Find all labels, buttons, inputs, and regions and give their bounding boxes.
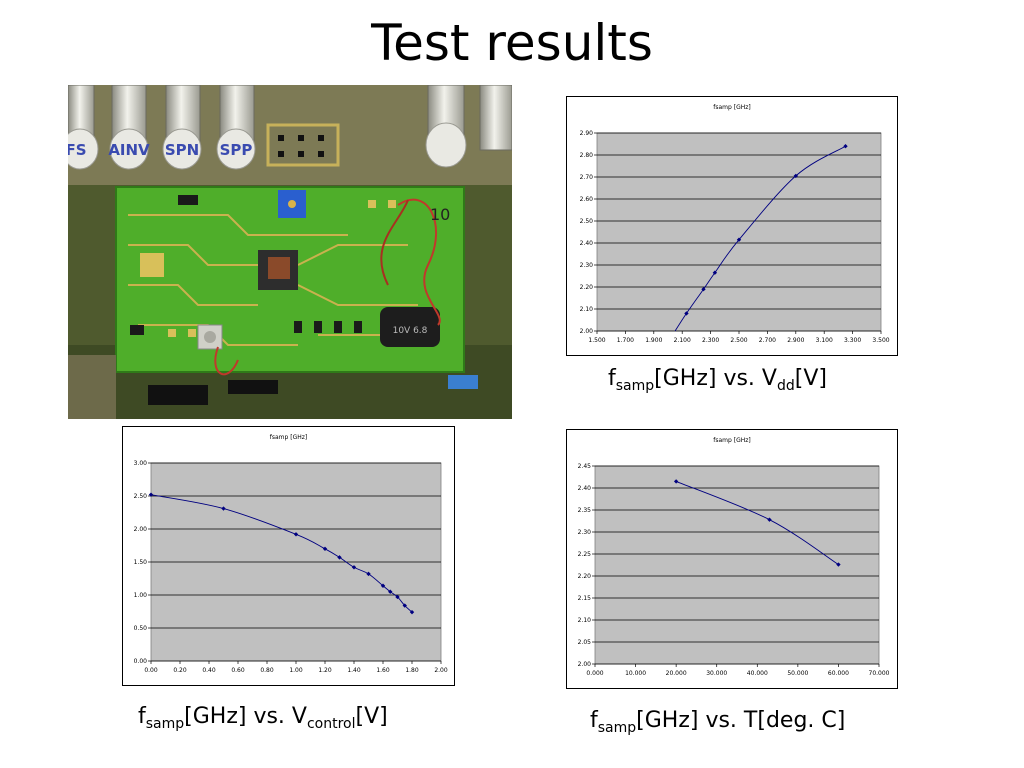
svg-text:10V 6.8: 10V 6.8 xyxy=(393,326,428,336)
photo-label-spn: SPN xyxy=(165,141,199,159)
chart-vcontrol-svg: fsamp [GHz] 0.00 0.50 1.00 1.50 2.00 2.50 3.00 0… xyxy=(134,434,448,674)
photo-label-fs: FS xyxy=(68,141,87,159)
y-tick-label: 2.30 xyxy=(580,262,594,269)
x-tick-label: 0.80 xyxy=(260,667,274,674)
y-tick-label: 2.40 xyxy=(580,240,594,247)
x-tick-label: 30.000 xyxy=(706,670,727,677)
x-tick-label: 2.500 xyxy=(730,337,747,344)
y-tick-label: 2.05 xyxy=(578,639,592,646)
caption-temperature: fsamp[GHz] vs. T[deg. C] xyxy=(590,708,846,736)
data-point xyxy=(148,492,154,497)
x-tick-label: 0.60 xyxy=(231,667,245,674)
y-tick-label: 3.00 xyxy=(134,460,148,467)
data-point xyxy=(337,555,342,560)
x-tick-label: 2.300 xyxy=(702,337,719,344)
data-point xyxy=(673,479,679,484)
x-tick-label: 3.300 xyxy=(844,337,861,344)
x-tick-label: 0.40 xyxy=(202,667,216,674)
x-tick-label: 0.00 xyxy=(144,667,158,674)
data-point xyxy=(836,562,841,567)
x-tick-label: 2.00 xyxy=(434,667,448,674)
chart-vdd-svg: fsamp [GHz] 2.00 2.10 2.20 2.30 2.40 2.50 2.60 2… xyxy=(580,104,890,344)
x-tick-label: 1.60 xyxy=(376,667,390,674)
data-point xyxy=(701,287,706,292)
x-tick-label: 10.000 xyxy=(625,670,646,677)
x-tick-label: 0.20 xyxy=(173,667,187,674)
data-point xyxy=(380,583,386,588)
y-tick-label: 2.50 xyxy=(580,218,594,225)
plot-area xyxy=(596,132,882,332)
chart-title: fsamp [GHz] xyxy=(713,437,750,444)
x-tick-label: 3.500 xyxy=(872,337,889,344)
data-point xyxy=(767,517,772,522)
x-tick-label: 2.100 xyxy=(674,337,691,344)
y-tick-label: 2.10 xyxy=(580,306,594,313)
y-tick-label: 0.00 xyxy=(134,658,148,665)
x-tick-label: 1.80 xyxy=(405,667,419,674)
x-tick-label: 1.20 xyxy=(318,667,332,674)
y-tick-label: 2.20 xyxy=(580,284,594,291)
y-tick-label: 2.60 xyxy=(580,196,594,203)
y-tick-label: 2.20 xyxy=(578,573,592,580)
plot-area xyxy=(594,465,880,665)
y-tick-label: 2.70 xyxy=(580,174,594,181)
slide-title: Test results xyxy=(371,14,653,72)
x-tick-label: 2.700 xyxy=(759,337,776,344)
x-tick-label: 1.40 xyxy=(347,667,361,674)
x-tick-label: 40.000 xyxy=(747,670,768,677)
x-tick-label: 0.000 xyxy=(586,670,603,677)
y-tick-label: 2.00 xyxy=(578,661,592,668)
data-point xyxy=(402,603,407,608)
y-tick-label: 2.90 xyxy=(580,130,594,137)
chart-vcontrol: fsamp [GHz] 0.00 0.50 1.00 1.50 2.00 2.50 3.00 0… xyxy=(122,426,455,686)
x-tick-label: 20.000 xyxy=(666,670,687,677)
y-tick-label: 1.00 xyxy=(134,592,148,599)
y-tick-label: 2.10 xyxy=(578,617,592,624)
y-tick-label: 2.80 xyxy=(580,152,594,159)
data-point xyxy=(366,571,371,577)
y-tick-label: 2.50 xyxy=(134,493,148,500)
x-tick-label: 1.900 xyxy=(645,337,662,344)
x-tick-label: 1.500 xyxy=(588,337,605,344)
y-tick-label: 0.50 xyxy=(134,625,148,632)
y-tick-label: 2.45 xyxy=(578,463,592,470)
chart-temperature: fsamp [GHz] 2.00 2.05 2.10 2.15 2.20 2.25 2.30 2… xyxy=(566,429,898,689)
data-point xyxy=(221,506,226,511)
x-tick-label: 70.000 xyxy=(869,670,890,677)
y-tick-label: 2.00 xyxy=(580,328,594,335)
y-tick-label: 2.40 xyxy=(578,485,592,492)
caption-vdd: fsamp[GHz] vs. Vdd[V] xyxy=(608,366,827,394)
y-tick-label: 2.25 xyxy=(578,551,592,558)
circuit-board-photo: FS AINV SPN SPP xyxy=(68,85,512,419)
chart-vdd: fsamp [GHz] 2.00 2.10 2.20 2.30 2.40 2.50 2.60 2… xyxy=(566,96,898,356)
y-tick-label: 2.35 xyxy=(578,507,592,514)
x-tick-label: 1.700 xyxy=(617,337,634,344)
y-tick-label: 2.30 xyxy=(578,529,592,536)
data-point xyxy=(843,144,848,149)
y-tick-label: 1.50 xyxy=(134,559,148,566)
caption-vcontrol: fsamp[GHz] vs. Vcontrol[V] xyxy=(138,704,388,732)
y-tick-label: 2.15 xyxy=(578,595,592,602)
x-tick-label: 60.000 xyxy=(828,670,849,677)
data-point xyxy=(395,594,400,600)
x-tick-label: 1.00 xyxy=(289,667,303,674)
chart-title: fsamp [GHz] xyxy=(270,434,307,441)
x-tick-label: 2.900 xyxy=(787,337,804,344)
x-tick-label: 50.000 xyxy=(787,670,808,677)
photo-label-ainv: AINV xyxy=(108,141,150,159)
photo-label-spp: SPP xyxy=(220,141,253,159)
x-tick-label: 3.100 xyxy=(816,337,833,344)
chart-title: fsamp [GHz] xyxy=(713,104,750,111)
chart-temperature-svg: fsamp [GHz] 2.00 2.05 2.10 2.15 2.20 2.25 2.30 2… xyxy=(578,437,890,677)
capacitor-label: 10 xyxy=(430,205,450,224)
data-point xyxy=(736,237,742,242)
y-tick-label: 2.00 xyxy=(134,526,148,533)
